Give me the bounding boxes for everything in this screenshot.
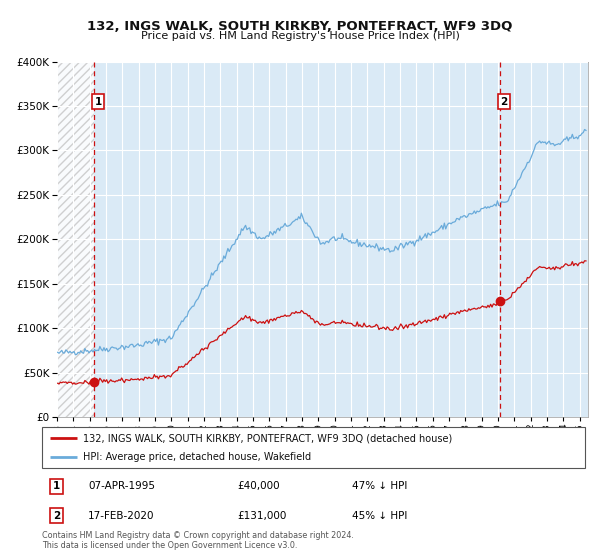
Text: 132, INGS WALK, SOUTH KIRKBY, PONTEFRACT, WF9 3DQ (detached house): 132, INGS WALK, SOUTH KIRKBY, PONTEFRACT… [83,433,452,443]
Text: 132, INGS WALK, SOUTH KIRKBY, PONTEFRACT, WF9 3DQ: 132, INGS WALK, SOUTH KIRKBY, PONTEFRACT… [88,20,512,33]
Text: 1: 1 [53,481,60,491]
Text: Contains HM Land Registry data © Crown copyright and database right 2024.
This d: Contains HM Land Registry data © Crown c… [42,530,354,550]
FancyBboxPatch shape [42,427,585,468]
Text: Price paid vs. HM Land Registry's House Price Index (HPI): Price paid vs. HM Land Registry's House … [140,31,460,41]
Text: 2: 2 [500,97,508,106]
Text: 17-FEB-2020: 17-FEB-2020 [88,511,155,521]
Text: 2: 2 [53,511,60,521]
Text: £131,000: £131,000 [238,511,287,521]
Text: 47% ↓ HPI: 47% ↓ HPI [352,481,407,491]
Text: 07-APR-1995: 07-APR-1995 [88,481,155,491]
Text: 45% ↓ HPI: 45% ↓ HPI [352,511,407,521]
Bar [57,62,94,417]
Text: 1: 1 [95,97,102,106]
Text: £40,000: £40,000 [238,481,280,491]
Text: HPI: Average price, detached house, Wakefield: HPI: Average price, detached house, Wake… [83,452,311,461]
